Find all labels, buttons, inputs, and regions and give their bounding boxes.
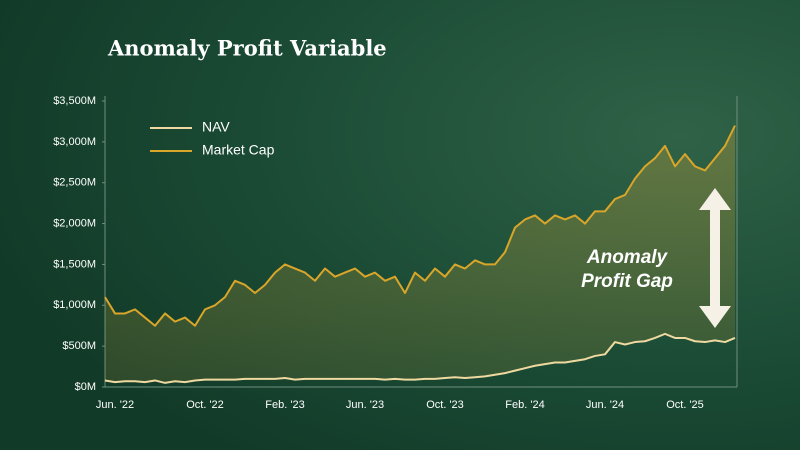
annotation: Anomaly	[586, 247, 669, 268]
y-tick-label: $3,000M	[53, 136, 96, 148]
annotation: Profit Gap	[581, 271, 673, 292]
legend-label: Market Cap	[202, 142, 275, 158]
series-line	[104, 125, 736, 327]
x-tick-label: Jun. '24	[586, 399, 624, 411]
chart-title: Anomaly Profit Variable	[107, 36, 387, 61]
x-tick-label: Oct. '22	[186, 399, 224, 411]
y-tick-label: $1,500M	[53, 258, 96, 270]
y-tick-label: $2,000M	[53, 217, 96, 229]
y-tick-label: $2,500M	[53, 177, 96, 189]
x-tick-label: Jun. '22	[96, 399, 134, 411]
x-tick-label: Oct. '23	[426, 399, 464, 411]
y-tick-label: $500M	[62, 340, 96, 352]
y-tick-label: $0M	[75, 381, 96, 393]
gap-arrow	[699, 188, 731, 328]
gap-area	[105, 125, 735, 383]
legend-label: NAV	[202, 119, 230, 135]
x-tick-label: Oct. '25	[666, 399, 704, 411]
series-line	[104, 332, 736, 384]
y-tick-label: $3,500M	[53, 95, 96, 107]
y-tick-label: $1,000M	[53, 299, 96, 311]
x-tick-label: Feb. '23	[265, 399, 304, 411]
x-tick-label: Jun. '23	[346, 399, 384, 411]
x-tick-label: Feb. '24	[505, 399, 544, 411]
